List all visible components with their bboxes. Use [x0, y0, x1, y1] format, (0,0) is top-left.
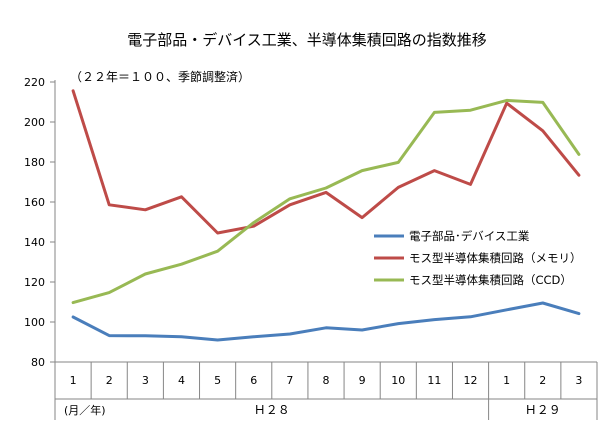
x-tick-label: 6	[250, 374, 257, 387]
series-line	[71, 98, 581, 305]
x-tick-label: 2	[106, 374, 113, 387]
x-tick-label: 3	[142, 374, 149, 387]
x-tick-label: 12	[464, 374, 478, 387]
x-unit-label: (月／年)	[64, 403, 106, 417]
y-tick-label: 80	[31, 356, 45, 369]
series-line	[71, 301, 581, 342]
y-tick-label: 140	[24, 236, 45, 249]
chart-note: （２２年＝１００、季節調整済）	[70, 69, 250, 84]
year-label: Ｈ２９	[525, 403, 561, 417]
x-tick-label: 8	[323, 374, 330, 387]
chart-title: 電子部品・デバイス工業、半導体集積回路の指数推移	[127, 31, 487, 49]
legend-label: モス型半導体集積回路（CCD）	[409, 273, 572, 287]
series-lines	[71, 89, 581, 342]
y-tick-label: 200	[24, 116, 45, 129]
x-tick-label: 1	[70, 374, 77, 387]
x-tick-label: 10	[391, 374, 405, 387]
x-tick-label: 1	[503, 374, 510, 387]
year-label: Ｈ２８	[254, 403, 290, 417]
x-tick-label: 7	[286, 374, 293, 387]
y-axis: 80 100 120 140 160 180 200 220	[24, 76, 56, 399]
x-tick-label: 3	[575, 374, 582, 387]
y-tick-label: 120	[24, 276, 45, 289]
y-tick-label: 100	[24, 316, 45, 329]
y-tick-label: 160	[24, 196, 45, 209]
legend-label: モス型半導体集積回路（メモリ）	[409, 251, 582, 265]
x-tick-label: 2	[539, 374, 546, 387]
legend-label: 電子部品･デバイス工業	[409, 229, 530, 243]
x-tick-label: 9	[359, 374, 366, 387]
series-line	[71, 89, 581, 235]
x-tick-label: 5	[214, 374, 221, 387]
x-tick-label: 4	[178, 374, 185, 387]
y-tick-label: 180	[24, 156, 45, 169]
x-tick-label: 11	[427, 374, 441, 387]
y-tick-label: 220	[24, 76, 45, 89]
